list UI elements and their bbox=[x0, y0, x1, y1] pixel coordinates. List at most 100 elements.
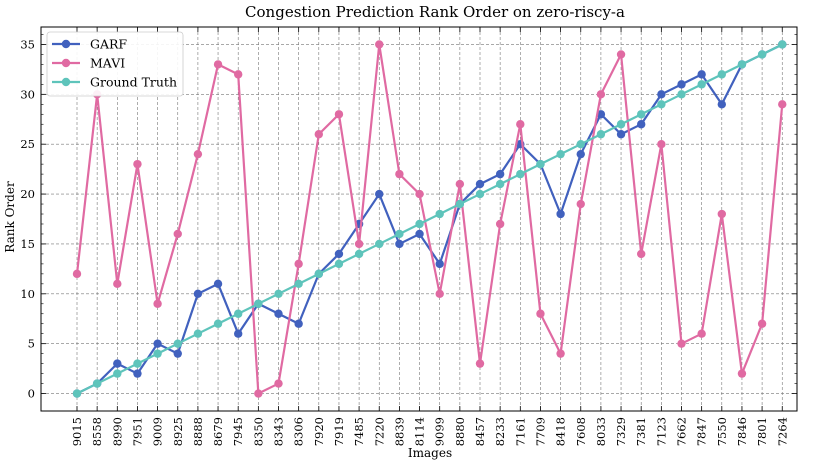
x-tick-label: 8350 bbox=[251, 417, 265, 446]
data-point bbox=[717, 70, 726, 79]
x-tick-label: 7709 bbox=[533, 417, 547, 446]
legend-label: Ground Truth bbox=[90, 75, 177, 90]
y-axis-ticks: 0 5 10 15 20 25 30 35 bbox=[20, 34, 797, 401]
data-point bbox=[596, 110, 606, 119]
x-axis-ticks: 9015 8558 8990 7951 9009 8925 8888 8679 7945 8350… bbox=[70, 27, 789, 446]
x-tick-label: 8925 bbox=[171, 417, 185, 446]
data-point bbox=[637, 249, 646, 259]
data-point bbox=[536, 309, 545, 318]
data-point bbox=[616, 130, 626, 139]
chart-title: Congestion Prediction Rank Order on zero… bbox=[245, 3, 625, 21]
x-tick-label: 8558 bbox=[90, 417, 104, 446]
data-point bbox=[495, 219, 505, 229]
data-point bbox=[133, 159, 142, 169]
y-tick-label: 10 bbox=[20, 287, 35, 301]
legend: GARF MAVI Ground Truth bbox=[46, 31, 184, 97]
data-point bbox=[314, 130, 323, 139]
series-group bbox=[72, 40, 787, 398]
data-point bbox=[72, 389, 82, 398]
data-point bbox=[717, 100, 726, 109]
x-tick-label: 8418 bbox=[554, 417, 568, 446]
x-tick-label: 7951 bbox=[130, 417, 144, 446]
data-point bbox=[274, 379, 283, 388]
data-point bbox=[113, 279, 122, 289]
data-point bbox=[677, 339, 686, 348]
data-point bbox=[455, 179, 465, 189]
data-point bbox=[435, 289, 444, 299]
data-point bbox=[415, 229, 424, 239]
data-point bbox=[475, 359, 485, 368]
data-point bbox=[334, 110, 344, 119]
data-point bbox=[153, 339, 162, 348]
data-point bbox=[778, 40, 787, 49]
x-tick-label: 7550 bbox=[715, 417, 729, 446]
data-point bbox=[133, 359, 142, 368]
data-point bbox=[576, 149, 585, 159]
data-point bbox=[213, 60, 223, 69]
data-point bbox=[697, 329, 706, 338]
data-point bbox=[475, 189, 485, 199]
data-point bbox=[475, 179, 485, 189]
data-point bbox=[556, 349, 565, 358]
series-ground-truth bbox=[72, 40, 787, 398]
x-tick-label: 7945 bbox=[231, 417, 245, 446]
data-point bbox=[757, 319, 767, 328]
data-point bbox=[737, 60, 747, 69]
data-point bbox=[455, 199, 465, 209]
x-tick-label: 8114 bbox=[413, 417, 427, 446]
data-point bbox=[616, 50, 626, 59]
legend-label: GARF bbox=[90, 37, 127, 52]
y-tick-label: 25 bbox=[20, 137, 35, 151]
data-point bbox=[375, 189, 384, 199]
x-tick-label: 7919 bbox=[332, 417, 346, 446]
x-tick-label: 8679 bbox=[211, 417, 225, 446]
data-point bbox=[435, 209, 444, 219]
x-tick-label: 8880 bbox=[453, 417, 467, 446]
x-tick-label: 7801 bbox=[755, 417, 769, 446]
data-point bbox=[395, 229, 404, 239]
series-line bbox=[76, 43, 783, 395]
data-point bbox=[153, 349, 162, 358]
y-tick-label: 0 bbox=[28, 387, 35, 401]
data-point bbox=[697, 70, 706, 79]
data-point bbox=[576, 139, 585, 149]
x-tick-label: 7329 bbox=[614, 417, 628, 446]
y-tick-label: 15 bbox=[20, 237, 35, 251]
x-tick-label: 7220 bbox=[372, 417, 386, 446]
data-point bbox=[274, 309, 283, 318]
data-point bbox=[778, 100, 787, 109]
data-point bbox=[113, 359, 122, 368]
data-point bbox=[314, 269, 323, 279]
x-tick-label: 8457 bbox=[473, 417, 487, 446]
data-point bbox=[173, 339, 182, 348]
data-point bbox=[213, 279, 223, 289]
data-point bbox=[637, 120, 646, 129]
data-point bbox=[596, 90, 606, 99]
data-point bbox=[294, 259, 303, 269]
legend-marker bbox=[61, 58, 71, 68]
x-tick-label: 7608 bbox=[574, 417, 588, 446]
data-point bbox=[637, 110, 646, 119]
data-point bbox=[294, 319, 303, 328]
data-point bbox=[697, 80, 706, 89]
data-point bbox=[495, 179, 505, 189]
x-tick-label: 7846 bbox=[735, 417, 749, 446]
grid bbox=[41, 27, 797, 411]
data-point bbox=[234, 70, 243, 79]
data-point bbox=[415, 189, 424, 199]
x-tick-label: 9099 bbox=[433, 417, 447, 446]
data-point bbox=[556, 209, 565, 219]
y-axis-label: Rank Order bbox=[3, 181, 17, 253]
data-point bbox=[213, 319, 223, 328]
data-point bbox=[717, 209, 726, 219]
data-point bbox=[657, 139, 666, 149]
data-point bbox=[234, 309, 243, 318]
x-tick-label: 7381 bbox=[634, 417, 648, 446]
data-point bbox=[516, 169, 525, 179]
data-point bbox=[173, 229, 182, 239]
x-tick-label: 7485 bbox=[352, 417, 366, 446]
data-point bbox=[677, 80, 686, 89]
series-mavi bbox=[72, 40, 787, 398]
x-tick-label: 8990 bbox=[110, 417, 124, 446]
